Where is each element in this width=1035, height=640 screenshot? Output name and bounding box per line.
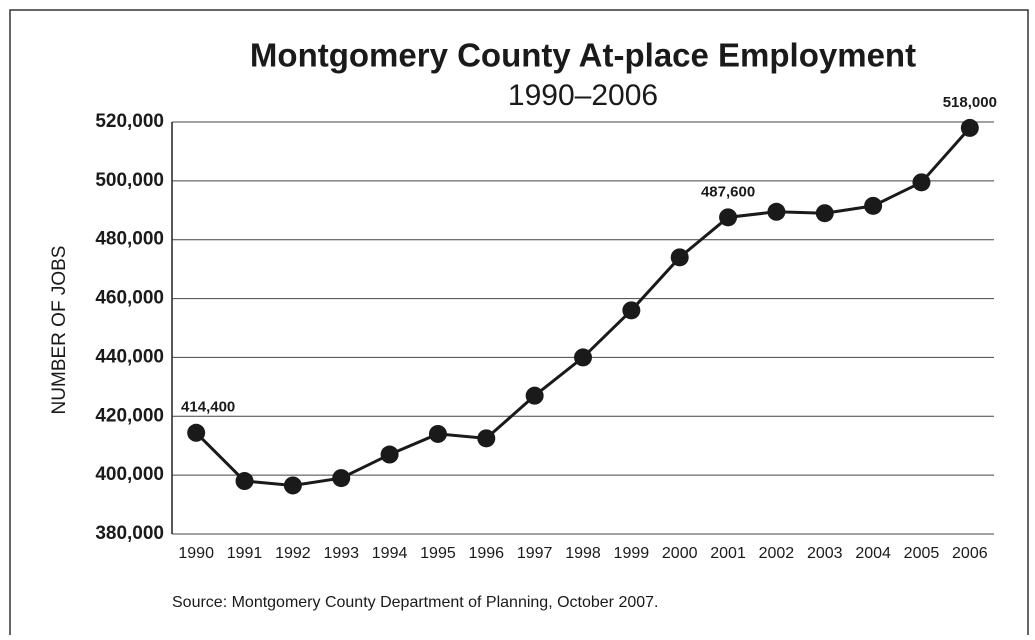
x-tick-label: 1991 [227,545,263,562]
point [815,204,834,223]
y-axis-label: NUMBER OF JOBS [49,246,70,415]
chart-subtitle: 1990–2006 [508,79,658,112]
x-tick-label: 2003 [807,545,843,562]
x-tick-label: 2000 [662,545,698,562]
point [380,445,399,464]
value-label: 414,400 [181,399,235,416]
x-tick-label: 2006 [952,545,988,562]
point [912,173,931,192]
line [195,126,971,487]
point [574,348,592,367]
point [719,208,738,227]
point [960,118,979,137]
chart-title: Montgomery County At-place Employment [250,37,916,74]
y-tick-label: 480,000 [95,229,164,250]
y-tick-label: 500,000 [95,170,164,191]
point [767,202,786,221]
point [428,424,447,443]
y-tick-label: 400,000 [95,464,164,485]
y-tick-label: 460,000 [95,288,164,309]
point [332,469,351,488]
point [525,386,544,405]
source-note: Source: Montgomery County Department of … [172,594,658,611]
x-tick-label: 2001 [710,545,746,562]
value-label: 518,000 [943,94,997,111]
x-tick-label: 1995 [420,545,456,562]
point [622,301,641,320]
point [864,196,883,215]
x-tick-label: 1990 [178,545,214,562]
value-label: 487,600 [701,183,755,200]
point [187,423,206,442]
point [670,248,689,267]
x-tick-label: 1996 [468,545,504,562]
x-tick-label: 1994 [372,545,408,562]
x-tick-label: 1999 [614,545,650,562]
point [235,472,254,491]
x-tick-label: 2002 [759,545,795,562]
x-tick-label: 2004 [855,545,891,562]
frame [9,9,1029,640]
y-tick-label: 440,000 [95,346,164,367]
point [283,476,302,495]
y-tick-label: 420,000 [95,405,164,426]
x-tick-label: 1997 [517,545,553,562]
x-tick-label: 2005 [904,545,940,562]
x-tick-label: 1992 [275,545,311,562]
x-tick-label: 1993 [323,545,359,562]
y-tick-label: 520,000 [95,111,164,132]
x-tick-label: 1998 [565,545,601,562]
point [477,429,496,448]
y-tick-label: 380,000 [95,523,164,544]
